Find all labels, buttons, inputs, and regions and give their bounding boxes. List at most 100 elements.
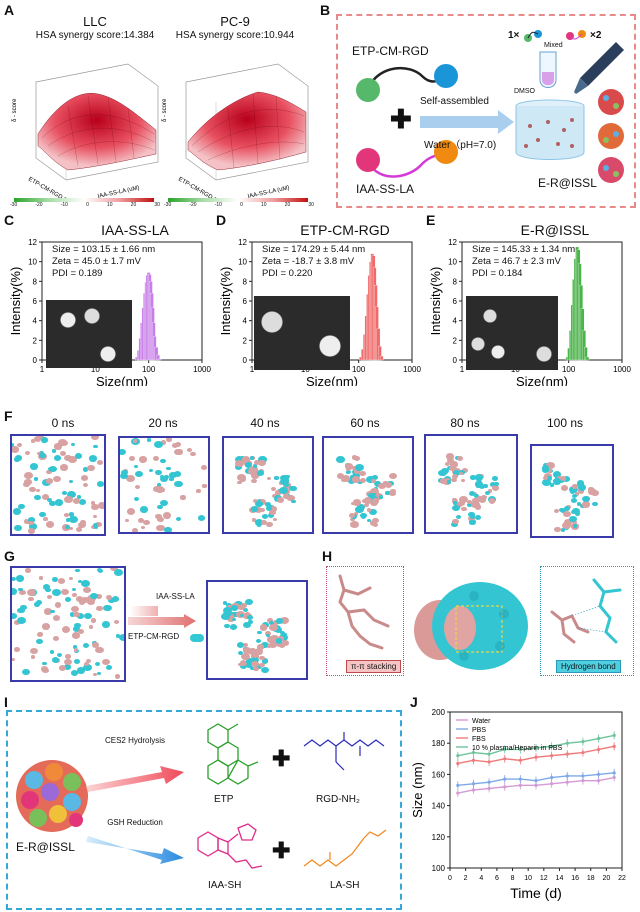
md-molecule (72, 626, 80, 633)
md-molecule (139, 505, 148, 513)
md-molecule (66, 491, 76, 499)
reduction-label: GSH Reduction (107, 818, 163, 827)
data-point (518, 783, 522, 787)
etp-cm-rgd-name: ETP-CM-RGD (352, 44, 429, 58)
panel-label-g: G (4, 548, 15, 564)
md-molecule (350, 517, 355, 522)
md-molecule (82, 643, 89, 649)
md-molecule (572, 524, 577, 528)
md-molecule (52, 577, 58, 582)
data-point (487, 780, 491, 784)
md-molecule (446, 480, 452, 484)
data-point (534, 755, 538, 759)
md-molecule (58, 439, 68, 447)
md-molecule (93, 673, 98, 677)
data-point (456, 754, 460, 758)
md-molecule (256, 470, 264, 476)
md-molecule (90, 592, 98, 599)
y-axis-label: Intensity(%) (218, 267, 233, 336)
la-sh-label: LA-SH (330, 880, 360, 891)
dls-bar (379, 355, 384, 361)
md-molecule (83, 613, 92, 620)
data-point (503, 747, 507, 752)
dls-size-e: Size = 145.33 ± 1.34 nm (472, 244, 576, 255)
md-molecule (279, 642, 284, 646)
pipette-icon (574, 42, 624, 94)
md-molecule (452, 501, 457, 505)
y-axis-label: Intensity(%) (428, 267, 443, 336)
md-molecule (560, 528, 566, 532)
y-tick-label: 4 (243, 317, 248, 326)
md-molecule (78, 600, 86, 606)
md-molecule (68, 516, 78, 524)
md-molecule (578, 483, 587, 491)
data-point (534, 779, 538, 783)
md-molecule (33, 477, 39, 481)
md-molecule (452, 518, 460, 525)
plot-frame (449, 711, 623, 869)
md-molecule (173, 470, 182, 478)
md-molecule (64, 658, 72, 665)
md-snapshot-40ns (222, 436, 314, 534)
md-molecule (45, 521, 54, 528)
md-molecule (270, 634, 279, 642)
panel-label-f: F (4, 408, 13, 424)
md-molecule (282, 632, 288, 637)
x-tick-label: 22 (618, 875, 626, 882)
data-point (518, 758, 522, 762)
md-molecule (467, 503, 472, 507)
data-point (487, 760, 491, 764)
x-tick-label: 0 (448, 875, 452, 882)
md-molecule (80, 520, 86, 525)
x-tick-label: 100 (352, 365, 366, 374)
y-tick-label: 12 (448, 238, 457, 247)
dls-pdi-e: PDI = 0.184 (472, 268, 523, 279)
complex-surface (414, 582, 528, 670)
md-molecule (241, 652, 251, 660)
md-molecule (453, 470, 461, 476)
md-molecule (259, 662, 265, 668)
md-molecule (572, 484, 578, 489)
md-molecule (90, 618, 97, 623)
md-molecule (143, 519, 151, 526)
time-label-0: 0 ns (51, 416, 75, 430)
md-molecule (36, 451, 42, 456)
md-molecule (114, 674, 121, 679)
md-molecule (90, 525, 96, 530)
md-molecule (96, 459, 104, 466)
md-molecule (68, 512, 75, 517)
vial-icon (539, 51, 557, 88)
beaker-icon (515, 99, 585, 160)
md-molecule (64, 454, 72, 461)
md-molecule (237, 473, 246, 481)
iaa-sh-structure (197, 823, 263, 869)
md-molecule (384, 482, 392, 489)
data-point (550, 782, 554, 786)
md-molecule (251, 506, 258, 512)
md-molecule (363, 502, 370, 508)
md-molecule (352, 466, 357, 470)
md-molecule (259, 499, 267, 505)
md-molecule (54, 499, 63, 506)
md-molecule (137, 517, 145, 523)
md-molecule (253, 666, 259, 672)
md-molecule (120, 448, 126, 455)
md-molecule (451, 478, 457, 483)
md-molecule (572, 494, 578, 499)
arrow-label-top: Self-assembled (420, 96, 489, 107)
data-point (456, 783, 460, 787)
md-molecule (85, 658, 92, 664)
md-molecule (240, 613, 245, 618)
md-molecule (42, 661, 47, 666)
md-molecule (269, 623, 279, 631)
md-molecule (52, 636, 59, 642)
data-point (612, 744, 616, 748)
stacking-caption: π-π stacking (346, 660, 402, 673)
md-molecule (494, 482, 500, 486)
md-molecule (164, 527, 172, 532)
md-molecule (121, 469, 128, 475)
md-molecule (256, 664, 262, 669)
md-molecule (45, 587, 51, 593)
md-molecule (96, 481, 104, 487)
md-molecule (366, 508, 372, 512)
